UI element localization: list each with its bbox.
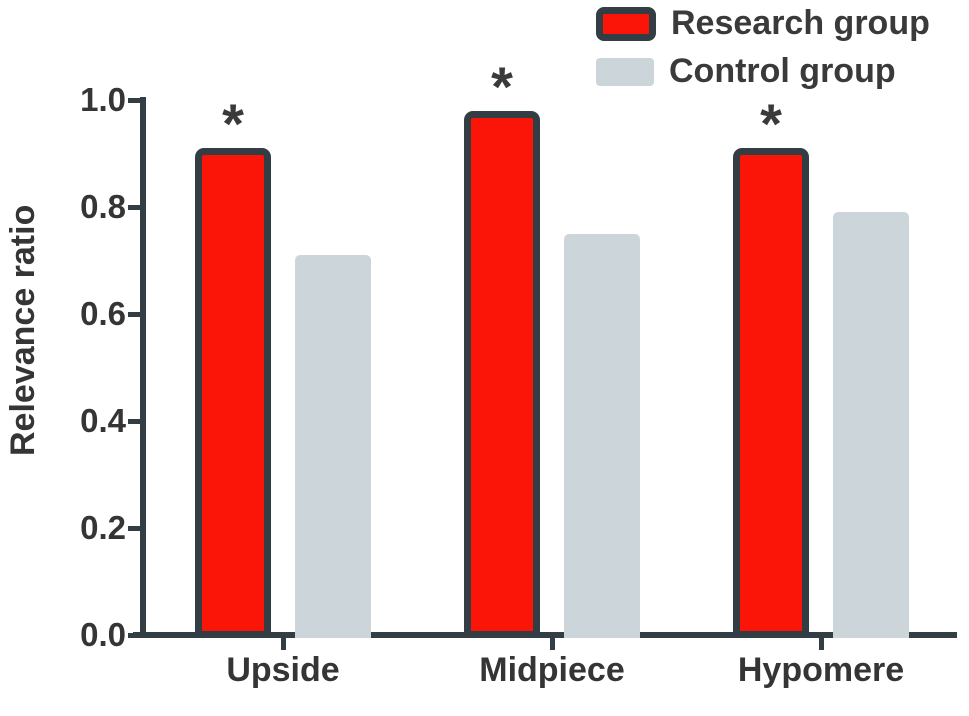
y-axis-title: Relevance ratio [4, 204, 42, 456]
y-tick [128, 312, 140, 317]
x-axis-line [133, 632, 957, 638]
bar-control-midpiece [564, 234, 640, 638]
x-tick [550, 638, 555, 650]
legend: Research group Control group [596, 4, 930, 91]
y-axis-line [140, 97, 146, 638]
bar-research-upside [195, 148, 271, 638]
y-tick-label: 0.0 [80, 616, 126, 653]
legend-swatch-control-icon [596, 57, 654, 86]
bar-control-upside [295, 255, 371, 638]
x-tick [281, 638, 286, 650]
bar-research-hypomere [733, 148, 809, 638]
x-category-label-midpiece: Midpiece [479, 651, 625, 689]
legend-item-research-group: Research group [596, 4, 930, 43]
significance-asterisk-upside: * [222, 92, 244, 155]
y-tick [128, 419, 140, 424]
significance-asterisk-midpiece: * [491, 55, 513, 118]
y-tick [128, 633, 140, 638]
y-tick-label: 0.6 [80, 295, 126, 332]
y-tick [128, 526, 140, 531]
y-tick [128, 98, 140, 103]
x-category-label-hypomere: Hypomere [737, 651, 905, 689]
bar-control-hypomere [833, 212, 909, 638]
legend-swatch-research-icon [596, 6, 656, 41]
x-category-label-upside: Upside [226, 651, 340, 689]
bar-research-midpiece [464, 111, 540, 638]
legend-label-research: Research group [671, 4, 930, 42]
y-tick-label: 1.0 [80, 81, 126, 118]
y-tick-label: 0.2 [80, 509, 126, 546]
y-tick-label: 0.4 [80, 402, 126, 439]
y-tick [128, 205, 140, 210]
x-tick [819, 638, 824, 650]
legend-item-control-group: Control group [596, 52, 930, 91]
legend-label-control: Control group [669, 52, 896, 90]
y-tick-label: 0.8 [80, 188, 126, 225]
significance-asterisk-hypomere: * [760, 92, 782, 155]
